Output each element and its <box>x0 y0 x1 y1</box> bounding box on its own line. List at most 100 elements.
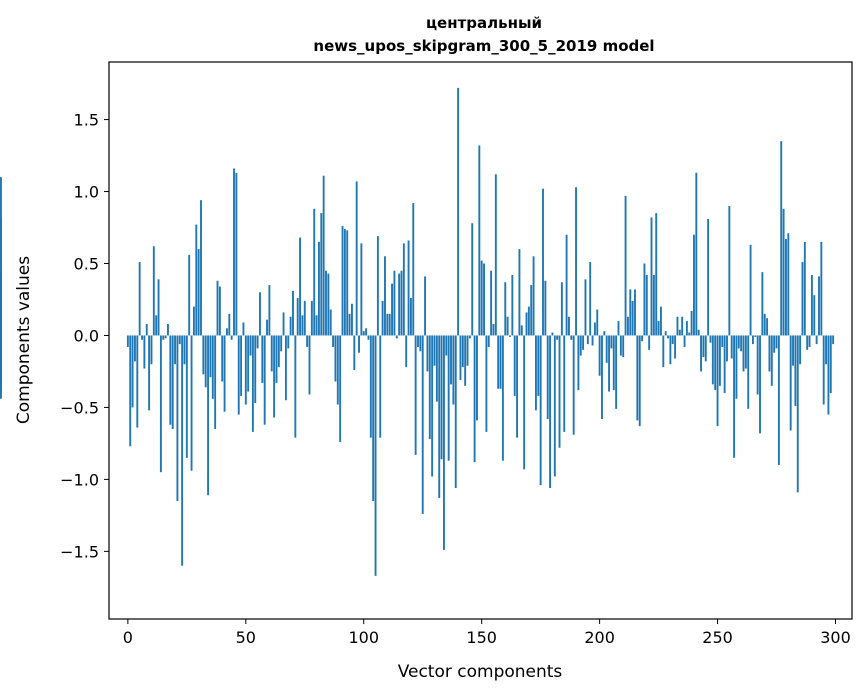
bar-106 <box>376 236 379 336</box>
bar-189 <box>572 335 575 435</box>
bar-59 <box>266 319 268 336</box>
bar-296 <box>825 335 827 365</box>
bar-175 <box>539 335 542 486</box>
bar-288 <box>806 335 809 350</box>
bar-224 <box>655 213 658 336</box>
y-tick-label: 1.0 <box>74 183 99 202</box>
bar-200 <box>598 335 601 376</box>
bar-74 <box>301 315 304 336</box>
bar-287 <box>803 241 806 336</box>
bar-191 <box>577 335 580 391</box>
x-tick-label: 250 <box>702 628 733 647</box>
bar-undefined <box>0 335 2 399</box>
bar-139 <box>454 335 457 489</box>
bar-110 <box>386 313 389 336</box>
bar-218 <box>641 335 644 342</box>
bar-257 <box>733 335 736 458</box>
bar-66 <box>282 312 285 336</box>
bar-96 <box>353 335 356 370</box>
bar-31 <box>200 200 202 336</box>
bar-165 <box>516 335 519 438</box>
bar-169 <box>525 312 528 336</box>
bar-123 <box>417 335 419 347</box>
bar-225 <box>657 321 660 336</box>
bar-68 <box>287 335 290 349</box>
bar-289 <box>808 335 811 347</box>
bar-149 <box>478 145 481 336</box>
bar-170 <box>527 306 530 336</box>
bar-72 <box>296 298 299 336</box>
bar-128 <box>428 335 431 440</box>
bar-111 <box>388 313 391 336</box>
bar-113 <box>393 270 396 336</box>
bar-177 <box>544 280 547 336</box>
bar-108 <box>381 300 384 336</box>
bar-76 <box>306 335 309 347</box>
bar-150 <box>480 260 483 336</box>
bar-182 <box>556 335 559 340</box>
bar-183 <box>558 335 561 448</box>
bar-10 <box>150 335 153 365</box>
x-tick-label: 300 <box>820 628 851 647</box>
bar-153 <box>487 335 490 347</box>
bar-179 <box>549 335 552 489</box>
bar-undefined <box>0 313 2 336</box>
bar-38 <box>216 280 219 336</box>
bar-250 <box>716 335 719 427</box>
bar-252 <box>721 335 724 347</box>
bar-223 <box>652 275 655 336</box>
bar-112 <box>391 283 393 336</box>
bar-18 <box>169 335 172 425</box>
bar-114 <box>395 335 398 339</box>
bar-107 <box>379 335 382 438</box>
bar-79 <box>313 208 316 336</box>
bar-135 <box>445 335 448 356</box>
bar-118 <box>405 335 408 368</box>
bar-294 <box>820 241 823 336</box>
bar-259 <box>737 335 740 349</box>
bar-212 <box>626 316 629 336</box>
bar-30 <box>197 249 200 336</box>
bar-13 <box>157 279 160 336</box>
x-tick-label: 0 <box>123 628 133 647</box>
bar-282 <box>792 335 794 366</box>
bar-43 <box>228 313 231 336</box>
x-axis-label: Vector components <box>398 662 563 682</box>
bar-231 <box>671 335 674 345</box>
bar-281 <box>789 335 792 431</box>
bar-229 <box>667 335 669 339</box>
bar-271 <box>766 318 769 336</box>
bar-24 <box>183 335 186 365</box>
bar-35 <box>209 335 212 378</box>
bar-11 <box>152 246 155 336</box>
bar-201 <box>601 335 603 419</box>
bar-109 <box>384 256 386 336</box>
y-tick-label: −1.0 <box>60 470 99 489</box>
bar-249 <box>714 335 717 391</box>
bar-89 <box>336 335 339 405</box>
bar-210 <box>622 335 625 358</box>
bar-12 <box>155 315 158 336</box>
bar-241 <box>695 172 698 336</box>
bar-53 <box>251 335 254 432</box>
bar-206 <box>612 335 615 391</box>
bar-166 <box>518 249 521 336</box>
bar-272 <box>768 335 771 372</box>
bar-6 <box>141 335 143 340</box>
bar-202 <box>603 331 606 336</box>
bar-100 <box>362 331 365 336</box>
bar-154 <box>490 270 493 336</box>
bar-56 <box>259 292 261 336</box>
bar-45 <box>233 168 235 336</box>
y-axis-label: Components values <box>14 256 34 424</box>
bar-213 <box>629 289 632 336</box>
bar-230 <box>669 335 672 365</box>
bar-211 <box>624 195 627 336</box>
bar-99 <box>360 243 363 336</box>
bar-207 <box>615 335 618 409</box>
x-tick-label: 200 <box>584 628 615 647</box>
bar-265 <box>751 335 754 345</box>
bar-22 <box>178 335 181 345</box>
bar-284 <box>796 335 799 493</box>
bar-137 <box>450 335 452 385</box>
